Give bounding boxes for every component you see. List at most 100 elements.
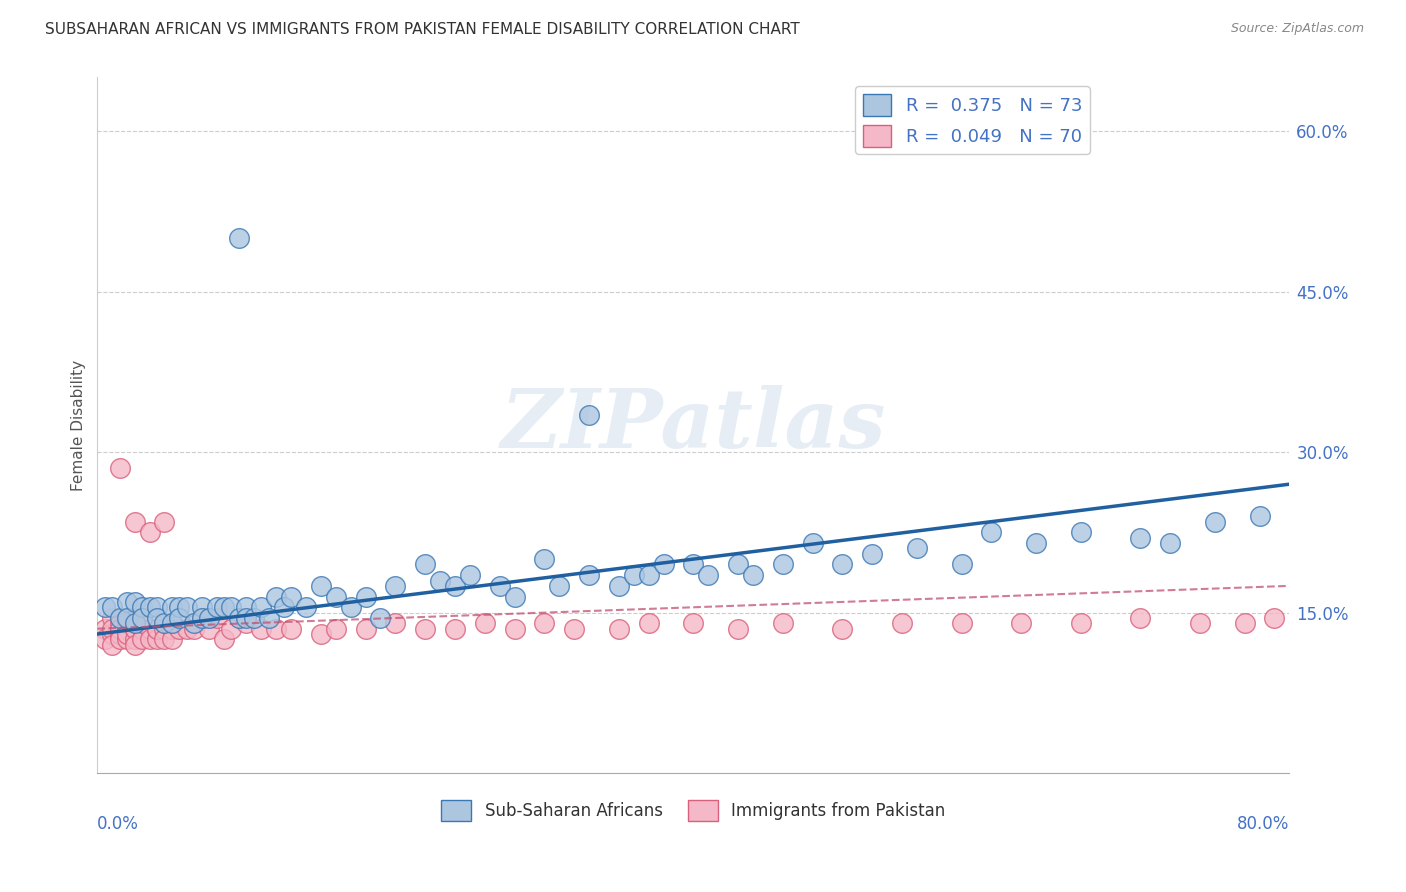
Point [429, 574, 451, 588]
Point [205, 611, 228, 625]
Point [444, 579, 467, 593]
Point [607, 622, 630, 636]
Point [228, 611, 250, 625]
Point [444, 622, 467, 636]
Point [637, 616, 659, 631]
Point [94, 600, 117, 615]
Point [354, 622, 377, 636]
Point [160, 622, 183, 636]
Point [198, 611, 221, 625]
Point [831, 558, 853, 572]
Point [146, 622, 169, 636]
Point [578, 568, 600, 582]
Point [742, 568, 765, 582]
Point [295, 600, 318, 615]
Point [101, 638, 124, 652]
Y-axis label: Female Disability: Female Disability [72, 359, 86, 491]
Point [250, 622, 273, 636]
Point [212, 600, 235, 615]
Point [264, 590, 287, 604]
Point [682, 558, 704, 572]
Point [325, 622, 347, 636]
Point [607, 579, 630, 593]
Point [115, 627, 138, 641]
Point [146, 611, 169, 625]
Point [94, 632, 117, 647]
Point [138, 600, 160, 615]
Point [548, 579, 571, 593]
Text: Source: ZipAtlas.com: Source: ZipAtlas.com [1230, 22, 1364, 36]
Point [115, 622, 138, 636]
Point [280, 622, 302, 636]
Point [190, 611, 212, 625]
Point [108, 616, 131, 631]
Point [153, 622, 176, 636]
Point [503, 590, 526, 604]
Point [1070, 616, 1092, 631]
Point [190, 611, 212, 625]
Point [488, 579, 510, 593]
Point [1233, 616, 1256, 631]
Point [205, 600, 228, 615]
Point [124, 616, 146, 631]
Point [533, 552, 555, 566]
Point [108, 461, 131, 475]
Point [1129, 531, 1152, 545]
Point [153, 515, 176, 529]
Point [124, 622, 146, 636]
Point [1263, 611, 1285, 625]
Point [221, 622, 243, 636]
Point [138, 525, 160, 540]
Point [309, 627, 332, 641]
Point [1249, 509, 1271, 524]
Point [124, 595, 146, 609]
Point [101, 622, 124, 636]
Point [153, 632, 176, 647]
Point [101, 627, 124, 641]
Point [160, 616, 183, 631]
Point [146, 622, 169, 636]
Point [697, 568, 720, 582]
Point [160, 600, 183, 615]
Point [124, 632, 146, 647]
Point [384, 579, 406, 593]
Text: ZIPatlas: ZIPatlas [501, 385, 886, 466]
Point [533, 616, 555, 631]
Point [146, 632, 169, 647]
Point [176, 600, 198, 615]
Point [623, 568, 645, 582]
Point [503, 622, 526, 636]
Point [115, 616, 138, 631]
Point [115, 595, 138, 609]
Text: 80.0%: 80.0% [1237, 815, 1289, 833]
Point [1010, 616, 1032, 631]
Point [950, 558, 973, 572]
Point [101, 611, 124, 625]
Point [339, 600, 361, 615]
Point [146, 600, 169, 615]
Point [1159, 536, 1181, 550]
Point [652, 558, 675, 572]
Point [1188, 616, 1211, 631]
Point [1129, 611, 1152, 625]
Point [131, 632, 153, 647]
Point [153, 616, 176, 631]
Point [131, 600, 153, 615]
Point [891, 616, 914, 631]
Text: 0.0%: 0.0% [97, 815, 139, 833]
Point [169, 611, 191, 625]
Point [101, 600, 124, 615]
Point [980, 525, 1002, 540]
Point [354, 590, 377, 604]
Point [860, 547, 883, 561]
Point [198, 622, 221, 636]
Point [905, 541, 928, 556]
Point [131, 611, 153, 625]
Point [772, 616, 794, 631]
Point [325, 590, 347, 604]
Point [176, 622, 198, 636]
Point [228, 231, 250, 245]
Point [108, 611, 131, 625]
Point [94, 622, 117, 636]
Point [169, 622, 191, 636]
